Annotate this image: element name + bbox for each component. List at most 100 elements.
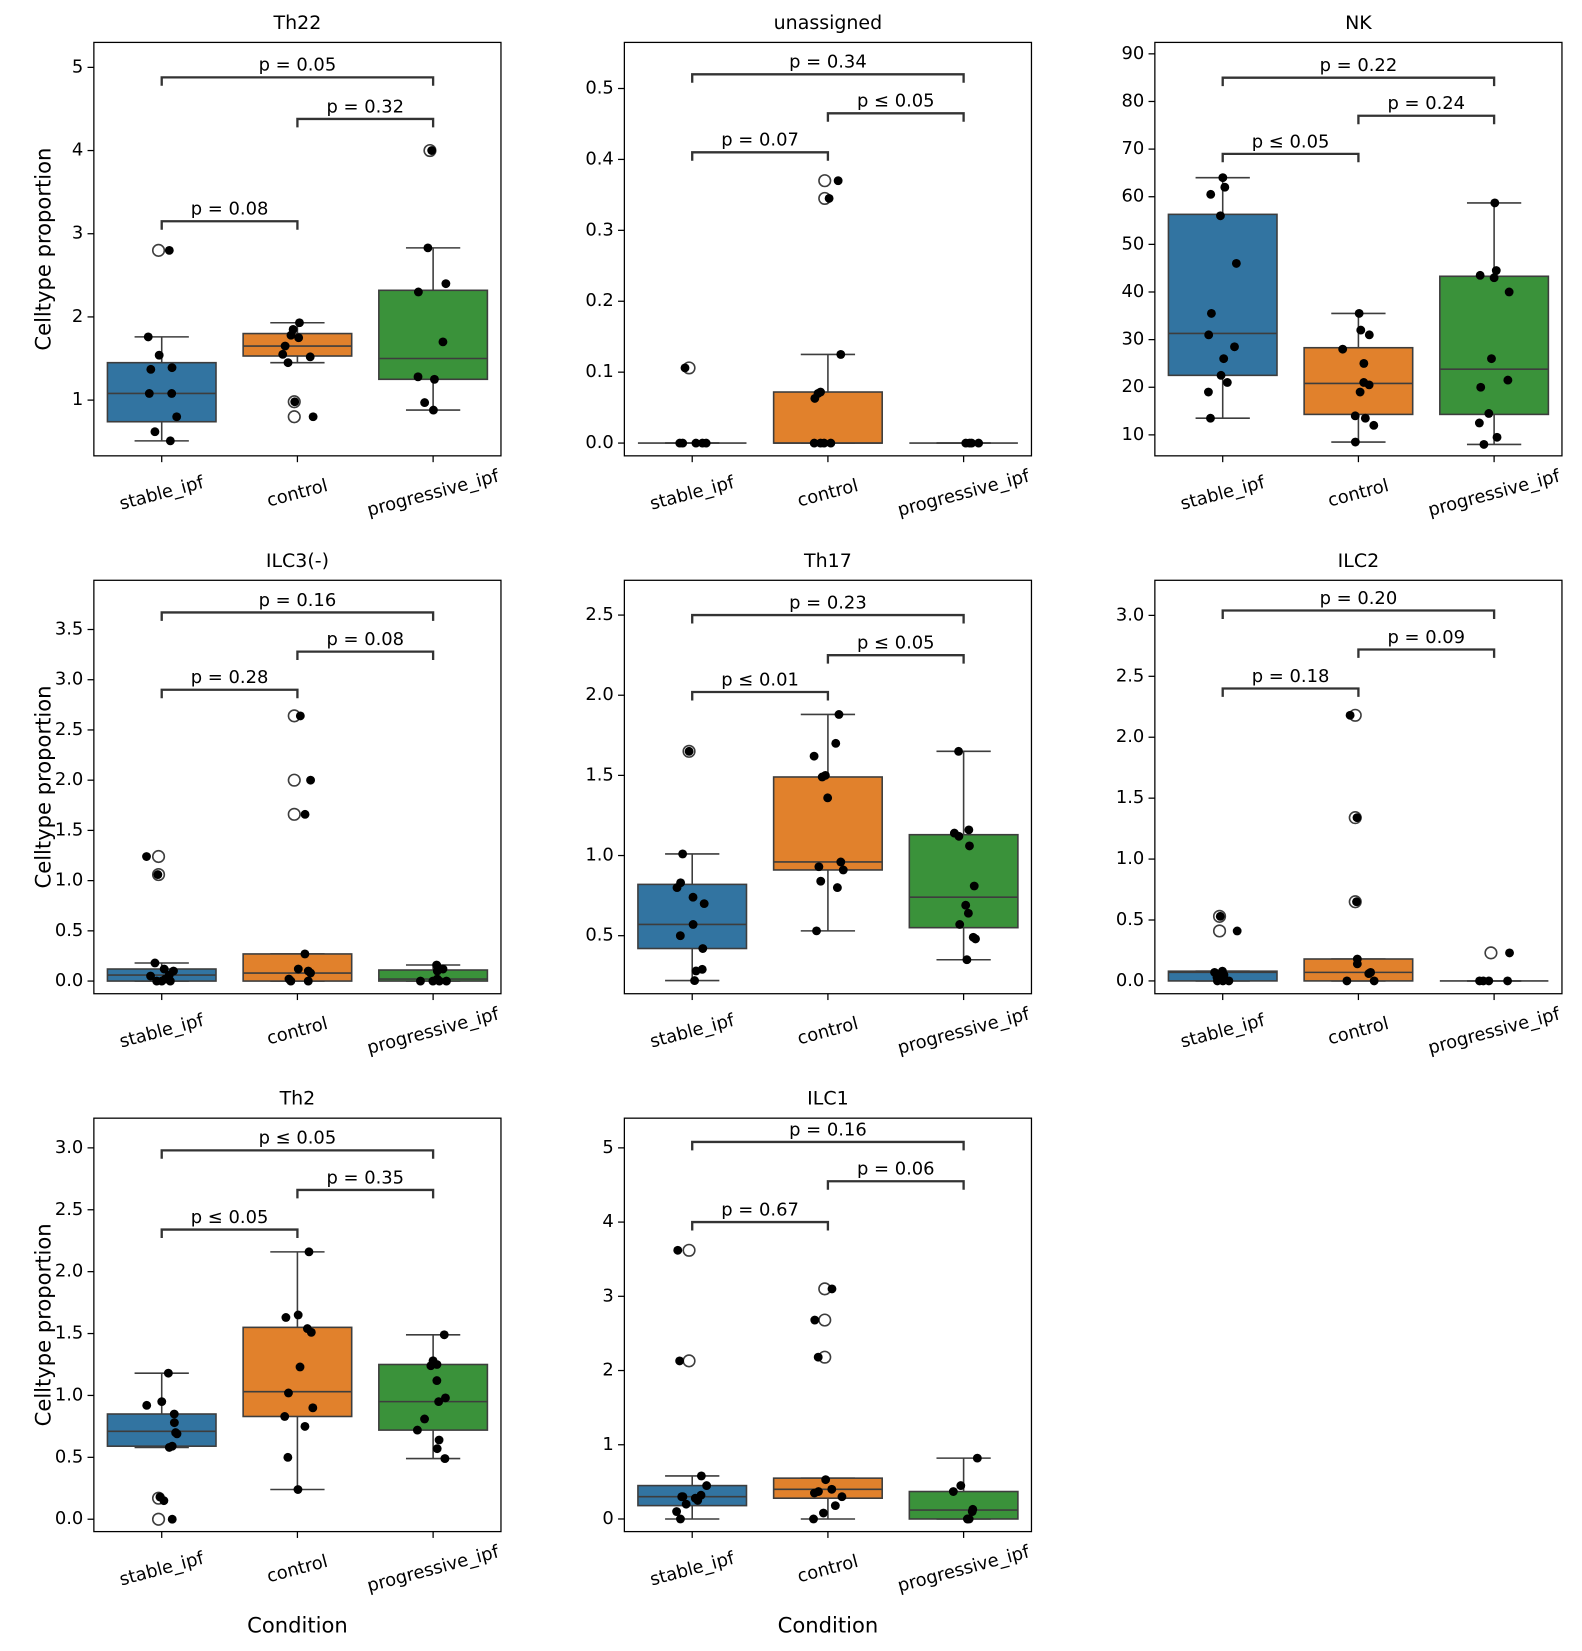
p-value-label: p = 0.34 [789, 52, 867, 73]
y-tick-label: 2.5 [55, 719, 83, 740]
point [1338, 344, 1348, 354]
point [1474, 418, 1484, 428]
outlier [1348, 895, 1362, 909]
point [295, 1362, 305, 1372]
point [816, 876, 826, 886]
significance-bracket [826, 653, 965, 664]
point [439, 1330, 449, 1340]
axes-frame [1154, 41, 1563, 457]
box [1439, 275, 1550, 416]
y-tick-label: 0.5 [585, 925, 613, 946]
point [974, 438, 984, 448]
point [426, 1361, 436, 1371]
outlier [682, 1354, 696, 1368]
point [964, 1514, 974, 1524]
point [967, 1507, 977, 1516]
point [964, 825, 974, 835]
y-tick-label: 5 [602, 1137, 613, 1158]
point [413, 287, 423, 297]
point [672, 1507, 682, 1516]
point [144, 389, 154, 398]
point [172, 1429, 182, 1439]
y-tick-label: 1.5 [55, 819, 83, 840]
panel-title: unassigned [774, 12, 882, 34]
significance-bracket [1221, 609, 1496, 619]
panel-title: ILC3(-) [266, 550, 329, 572]
point [1489, 273, 1499, 283]
point [698, 944, 708, 953]
axes-frame [623, 1117, 1033, 1533]
point [1220, 182, 1230, 192]
point [142, 1400, 152, 1410]
point [702, 1481, 712, 1491]
p-value-label: p = 0.06 [857, 1159, 935, 1180]
point [143, 332, 153, 342]
y-tick-label: 4 [72, 140, 83, 161]
x-tick-label: control [265, 475, 330, 511]
x-tick-label: progressive_ipf [1426, 465, 1563, 521]
point [169, 1409, 179, 1419]
significance-bracket [691, 73, 965, 83]
point [416, 976, 425, 986]
point [159, 964, 169, 974]
x-tick-label: stable_ipf [648, 472, 737, 515]
point [673, 1245, 683, 1255]
outlier [682, 1243, 696, 1257]
point [294, 333, 304, 343]
point [412, 1425, 422, 1435]
point [969, 881, 979, 891]
y-tick-label: 3.0 [1116, 604, 1144, 625]
point [697, 438, 707, 448]
point [827, 1284, 837, 1294]
point [833, 176, 843, 186]
point [1350, 437, 1360, 447]
point [1479, 439, 1489, 449]
point [836, 350, 846, 359]
y-tick-label: 3.0 [55, 669, 83, 690]
significance-bracket [691, 151, 830, 161]
point [1360, 413, 1370, 423]
point [696, 1471, 706, 1481]
point [809, 1514, 818, 1524]
point [1475, 270, 1485, 280]
point [1350, 411, 1360, 421]
outlier [151, 1512, 166, 1526]
point [413, 372, 423, 382]
y-axis-label: Celltype proportion [30, 686, 55, 889]
point [1475, 976, 1484, 986]
point [1476, 382, 1486, 392]
point [693, 1495, 703, 1505]
significance-bracket [160, 1149, 435, 1159]
y-tick-label: 20 [1122, 376, 1145, 397]
point [1503, 375, 1513, 385]
point [1216, 211, 1225, 221]
point [819, 1508, 828, 1518]
axes-frame [93, 579, 502, 995]
significance-bracket [160, 76, 435, 86]
point [836, 857, 846, 867]
point [948, 1487, 958, 1496]
point [830, 1501, 840, 1511]
panel-title: Th22 [273, 12, 322, 34]
point [1230, 342, 1239, 352]
axes-frame [93, 1117, 502, 1533]
p-value-label: p = 0.28 [191, 667, 269, 688]
y-tick-label: 0.2 [585, 290, 613, 311]
point [142, 852, 151, 861]
point [965, 841, 974, 851]
point [965, 438, 974, 448]
point [684, 746, 694, 756]
significance-bracket [160, 220, 299, 230]
point [423, 243, 433, 253]
point [809, 751, 819, 761]
y-tick-label: 3 [72, 223, 83, 244]
point [167, 1514, 177, 1524]
point [971, 934, 980, 944]
significance-bracket [826, 112, 965, 122]
significance-bracket [296, 117, 435, 128]
point [429, 374, 439, 384]
y-tick-label: 1.5 [55, 1323, 83, 1344]
box [378, 1363, 489, 1431]
